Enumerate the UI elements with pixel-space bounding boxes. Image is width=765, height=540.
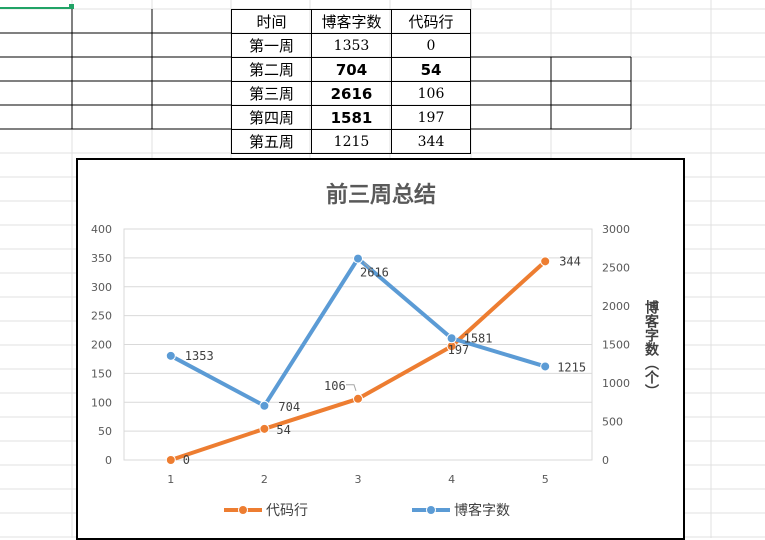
table-cell[interactable]: 第二周	[231, 57, 312, 82]
legend-label: 博客字数	[454, 502, 510, 519]
table-row: 第二周 704 54	[231, 57, 471, 82]
y-right-tick-label: 2500	[602, 262, 630, 275]
data-label: 106	[324, 379, 346, 393]
table-cell[interactable]: 704	[311, 57, 392, 82]
data-point	[165, 350, 176, 361]
y-left-tick-label: 0	[105, 454, 112, 467]
data-label: 0	[183, 453, 190, 467]
chart-container[interactable]: 前三周总结 0 50 100 150 200 250 300 350 400 0 500 1000 150…	[76, 158, 685, 540]
legend-marker	[238, 505, 248, 515]
data-table: 时间 博客字数 代码行 第一周 1353 0 第二周 704 54 第三周 26…	[231, 9, 471, 154]
y-left-tick-label: 100	[91, 396, 112, 409]
leader-line	[363, 262, 373, 271]
data-label: 54	[276, 423, 290, 437]
data-point	[353, 253, 363, 264]
y-right-tick-label: 1500	[602, 339, 630, 352]
data-label: 344	[559, 254, 581, 268]
table-cell[interactable]: 0	[391, 33, 471, 58]
table-cell[interactable]: 344	[391, 129, 471, 154]
header-cell-time[interactable]: 时间	[231, 9, 312, 34]
table-cell[interactable]: 第一周	[231, 33, 312, 58]
data-label: 2616	[360, 266, 389, 280]
y-left-tick-label: 300	[91, 281, 112, 294]
table-cell[interactable]: 第五周	[231, 129, 312, 154]
header-cell-blog-words[interactable]: 博客字数	[311, 9, 392, 34]
y-left-tick-label: 400	[91, 223, 112, 236]
leader-line	[346, 384, 357, 391]
table-cell[interactable]: 第四周	[231, 105, 312, 130]
x-tick-label: 3	[355, 473, 362, 486]
data-label: 197	[448, 343, 470, 357]
table-cell[interactable]: 106	[391, 81, 471, 106]
table-cell[interactable]: 2616	[311, 81, 392, 106]
table-row: 第四周 1581 197	[231, 105, 471, 130]
table-row: 第五周 1215 344	[231, 129, 471, 154]
legend-marker	[426, 505, 436, 515]
y-right-tick-label: 1000	[602, 377, 630, 390]
y-right-tick-label: 500	[602, 416, 623, 429]
data-point	[540, 361, 551, 372]
data-point	[540, 256, 551, 267]
legend-label: 代码行	[266, 503, 308, 519]
table-cell[interactable]: 54	[391, 57, 471, 82]
plot-area	[123, 228, 593, 461]
line-chart: 前三周总结05010015020025030035040005001000150…	[91, 182, 660, 519]
data-point	[259, 423, 270, 434]
data-point	[165, 455, 176, 465]
table-cell[interactable]: 1215	[311, 129, 392, 154]
data-label: 1215	[557, 360, 586, 374]
y-right-tick-label: 3000	[602, 223, 630, 236]
header-cell-code-lines[interactable]: 代码行	[391, 9, 471, 34]
data-label: 704	[278, 400, 300, 414]
table-row: 第一周 1353 0	[231, 33, 471, 58]
data-label: 1353	[185, 349, 214, 363]
fill-handle[interactable]	[69, 4, 74, 9]
table-row: 第三周 2616 106	[231, 81, 471, 106]
data-point	[353, 393, 363, 404]
data-point	[446, 333, 457, 344]
table-cell[interactable]: 1581	[311, 105, 392, 130]
chart-title: 前三周总结	[326, 182, 436, 208]
y-left-tick-label: 250	[91, 310, 112, 323]
y-right-axis-title: 博客字数（个）	[643, 299, 660, 398]
table-cell[interactable]: 第三周	[231, 81, 312, 106]
y-left-tick-label: 200	[91, 339, 112, 352]
y-right-tick-label: 0	[602, 454, 609, 467]
data-label: 1581	[464, 331, 493, 345]
y-left-tick-label: 350	[91, 252, 112, 265]
table-cell[interactable]: 197	[391, 105, 471, 130]
y-right-tick-label: 2000	[602, 300, 630, 313]
table-cell[interactable]: 1353	[311, 33, 392, 58]
x-tick-label: 2	[261, 473, 268, 486]
y-left-tick-label: 50	[98, 425, 112, 438]
x-tick-label: 1	[167, 473, 174, 486]
data-point	[259, 400, 270, 411]
table-header-row: 时间 博客字数 代码行	[231, 9, 471, 34]
y-left-tick-label: 150	[91, 367, 112, 380]
active-cell-border[interactable]	[0, 7, 72, 9]
x-tick-label: 4	[448, 473, 455, 486]
series-line	[170, 259, 547, 462]
x-tick-label: 5	[542, 473, 549, 486]
